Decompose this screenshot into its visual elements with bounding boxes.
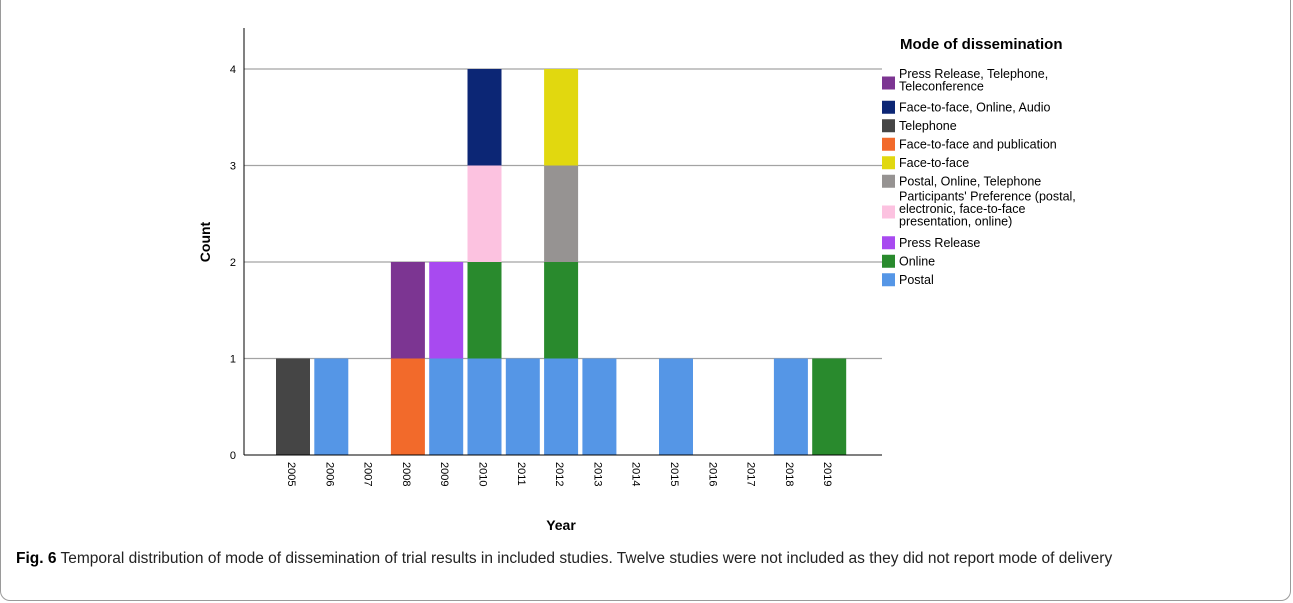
legend-label: presentation, online) xyxy=(899,215,1012,229)
legend-label: Postal, Online, Telephone xyxy=(899,175,1041,189)
legend-swatch-participants-preference-postal-electronic-face-to-face-presentation-online- xyxy=(882,205,895,219)
bar-segment-2008-face-to-face-and-publication xyxy=(390,358,425,455)
bar-segment-2005-telephone xyxy=(276,358,310,455)
x-tick-label-2007: 2007 xyxy=(362,462,374,486)
bar-segment-2008-press-release-telephone-teleconference xyxy=(390,262,425,359)
figure-caption-text: Temporal distribution of mode of dissemi… xyxy=(60,550,1113,567)
legend-swatch-face-to-face xyxy=(882,156,895,170)
x-tick-label-2014: 2014 xyxy=(630,462,642,486)
y-tick-label: 1 xyxy=(230,354,236,366)
bar-segment-2013-postal xyxy=(582,358,617,455)
bar-segment-2010-participants-preference-postal-electronic-face-to-face-presentation-online- xyxy=(467,165,502,262)
bar-segment-2019-online xyxy=(812,358,847,455)
legend-swatch-postal xyxy=(882,273,895,287)
legend-swatch-online xyxy=(882,254,895,268)
legend-swatch-postal-online-telephone xyxy=(882,174,895,188)
bar-segment-2015-postal xyxy=(659,358,693,455)
bars xyxy=(276,69,847,455)
legend-swatch-face-to-face-online-audio xyxy=(882,100,895,114)
y-axis-title: Count xyxy=(197,221,213,262)
x-tick-label-2019: 2019 xyxy=(821,462,833,486)
bar-segment-2009-postal xyxy=(429,358,464,455)
bar-segment-2006-postal xyxy=(314,358,349,455)
figure-label: Fig. 6 xyxy=(16,550,57,567)
legend-label: Face-to-face xyxy=(899,156,969,170)
legend-swatch-telephone xyxy=(882,119,895,133)
axes: 0 1 2 3 4 2005 2006 2007 2008 2009 2010 2011 2012 201… xyxy=(230,28,882,486)
x-tick-label-2006: 2006 xyxy=(323,462,335,486)
x-tick-label-2005: 2005 xyxy=(285,462,297,486)
x-tick-label-2011: 2011 xyxy=(515,462,527,486)
bar-segment-2010-face-to-face-online-audio xyxy=(467,69,502,166)
legend-swatch-press-release-telephone-teleconference xyxy=(882,76,895,90)
x-tick-label-2016: 2016 xyxy=(706,462,718,486)
legend-label: Participants' Preference (postal, xyxy=(899,190,1076,204)
figure-caption: Fig. 6 Temporal distribution of mode of … xyxy=(16,547,1278,571)
legend-swatch-face-to-face-and-publication xyxy=(882,137,895,151)
legend-label: Teleconference xyxy=(899,80,984,94)
legend-label: Postal xyxy=(899,273,934,287)
bar-segment-2012-online xyxy=(544,262,579,359)
y-tick-label: 4 xyxy=(230,64,236,76)
legend-label: Press Release xyxy=(899,236,980,250)
legend-label: electronic, face-to-face xyxy=(899,202,1025,216)
x-tick-label-2008: 2008 xyxy=(400,462,412,486)
bar-segment-2012-postal-online-telephone xyxy=(544,165,579,262)
legend: Mode of dissemination Press Release, Tel… xyxy=(882,36,1076,287)
y-tick-label: 3 xyxy=(230,161,236,173)
x-tick-label-2012: 2012 xyxy=(553,462,565,486)
legend-label: Face-to-face, Online, Audio xyxy=(899,101,1051,115)
y-tick-label: 2 xyxy=(230,257,236,269)
y-tick-label: 0 xyxy=(230,450,236,462)
legend-label: Online xyxy=(899,255,935,269)
bar-segment-2012-postal xyxy=(544,358,579,455)
x-tick-label-2018: 2018 xyxy=(783,462,795,486)
bar-segment-2009-press-release xyxy=(429,262,464,359)
x-tick-label-2015: 2015 xyxy=(668,462,680,486)
bar-segment-2010-online xyxy=(467,262,502,359)
bar-segment-2011-postal xyxy=(505,358,540,455)
legend-swatch-press-release xyxy=(882,236,895,250)
legend-label: Face-to-face and publication xyxy=(899,138,1057,152)
x-tick-label-2010: 2010 xyxy=(477,462,489,486)
legend-label: Press Release, Telephone, xyxy=(899,67,1048,81)
bar-segment-2010-postal xyxy=(467,358,502,455)
x-axis-title: Year xyxy=(546,517,576,533)
legend-label: Telephone xyxy=(899,119,957,133)
x-tick-label-2009: 2009 xyxy=(438,462,450,486)
bar-segment-2012-face-to-face xyxy=(544,69,579,166)
stacked-bar-chart: 0 1 2 3 4 2005 2006 2007 2008 2009 2010 2011 2012 201… xyxy=(197,28,1076,533)
x-tick-label-2013: 2013 xyxy=(591,462,603,486)
x-tick-label-2017: 2017 xyxy=(745,462,757,486)
bar-segment-2018-postal xyxy=(773,358,808,455)
legend-title: Mode of dissemination xyxy=(900,36,1063,53)
